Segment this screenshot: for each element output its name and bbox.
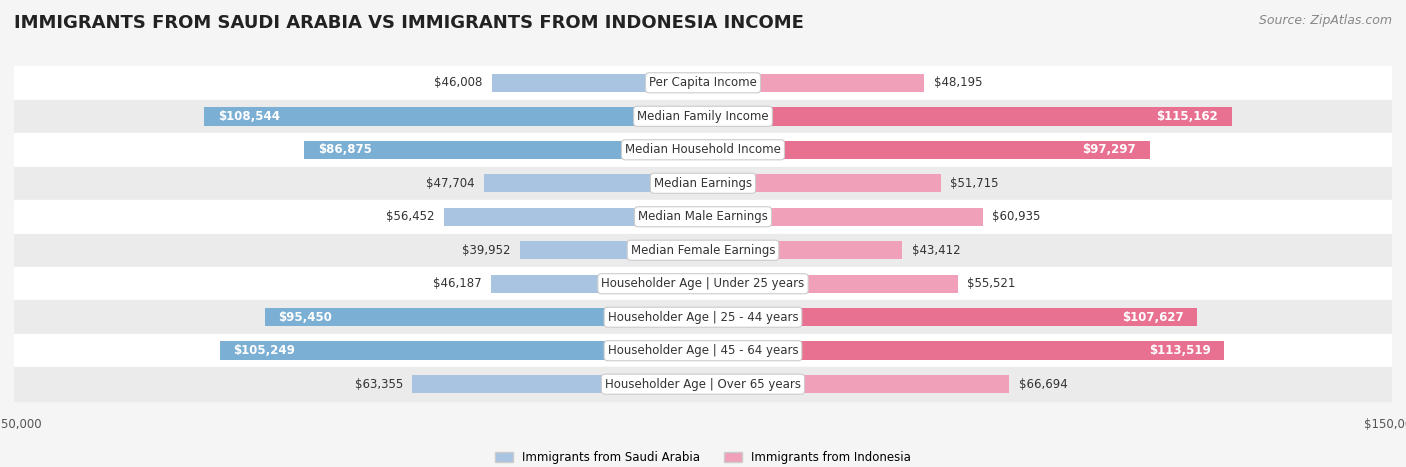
Text: $107,627: $107,627	[1122, 311, 1184, 324]
Bar	[14, 167, 1392, 200]
Text: IMMIGRANTS FROM SAUDI ARABIA VS IMMIGRANTS FROM INDONESIA INCOME: IMMIGRANTS FROM SAUDI ARABIA VS IMMIGRAN…	[14, 14, 804, 32]
Bar	[703, 241, 903, 260]
Text: $113,519: $113,519	[1149, 344, 1211, 357]
Text: Householder Age | 25 - 44 years: Householder Age | 25 - 44 years	[607, 311, 799, 324]
Bar	[264, 308, 703, 326]
Text: $46,187: $46,187	[433, 277, 482, 290]
Bar	[14, 234, 1392, 267]
Text: $86,875: $86,875	[318, 143, 371, 156]
Text: Source: ZipAtlas.com: Source: ZipAtlas.com	[1258, 14, 1392, 27]
Bar	[703, 308, 1198, 326]
Bar	[14, 334, 1392, 368]
Bar	[204, 107, 703, 126]
Text: $39,952: $39,952	[461, 244, 510, 257]
Bar	[14, 200, 1392, 234]
Bar	[703, 107, 1232, 126]
Text: Median Male Earnings: Median Male Earnings	[638, 210, 768, 223]
Bar	[703, 341, 1225, 360]
Bar	[491, 275, 703, 293]
Text: $46,008: $46,008	[434, 76, 482, 89]
Text: $43,412: $43,412	[911, 244, 960, 257]
Text: Householder Age | Under 25 years: Householder Age | Under 25 years	[602, 277, 804, 290]
Text: $48,195: $48,195	[934, 76, 981, 89]
Bar	[14, 368, 1392, 401]
Text: $97,297: $97,297	[1083, 143, 1136, 156]
Text: $108,544: $108,544	[218, 110, 280, 123]
Bar	[412, 375, 703, 393]
Text: Householder Age | 45 - 64 years: Householder Age | 45 - 64 years	[607, 344, 799, 357]
Bar	[304, 141, 703, 159]
Bar	[703, 174, 941, 192]
Text: Median Female Earnings: Median Female Earnings	[631, 244, 775, 257]
Text: Per Capita Income: Per Capita Income	[650, 76, 756, 89]
Text: $56,452: $56,452	[387, 210, 434, 223]
Bar	[703, 375, 1010, 393]
Text: $105,249: $105,249	[233, 344, 295, 357]
Bar	[484, 174, 703, 192]
Bar	[14, 133, 1392, 167]
Bar	[703, 275, 957, 293]
Text: Median Family Income: Median Family Income	[637, 110, 769, 123]
Bar	[444, 207, 703, 226]
Text: $55,521: $55,521	[967, 277, 1015, 290]
Bar	[14, 267, 1392, 300]
Text: Median Household Income: Median Household Income	[626, 143, 780, 156]
Bar	[703, 207, 983, 226]
Text: $47,704: $47,704	[426, 177, 475, 190]
Bar	[703, 74, 924, 92]
Bar	[519, 241, 703, 260]
Text: Median Earnings: Median Earnings	[654, 177, 752, 190]
Bar	[219, 341, 703, 360]
Text: $115,162: $115,162	[1156, 110, 1218, 123]
Bar	[14, 300, 1392, 334]
Bar	[14, 99, 1392, 133]
Text: Householder Age | Over 65 years: Householder Age | Over 65 years	[605, 378, 801, 391]
Legend: Immigrants from Saudi Arabia, Immigrants from Indonesia: Immigrants from Saudi Arabia, Immigrants…	[491, 446, 915, 467]
Bar	[703, 141, 1150, 159]
Text: $66,694: $66,694	[1018, 378, 1067, 391]
Text: $63,355: $63,355	[354, 378, 404, 391]
Bar	[14, 66, 1392, 99]
Text: $51,715: $51,715	[949, 177, 998, 190]
Text: $60,935: $60,935	[993, 210, 1040, 223]
Text: $95,450: $95,450	[278, 311, 332, 324]
Bar	[492, 74, 703, 92]
